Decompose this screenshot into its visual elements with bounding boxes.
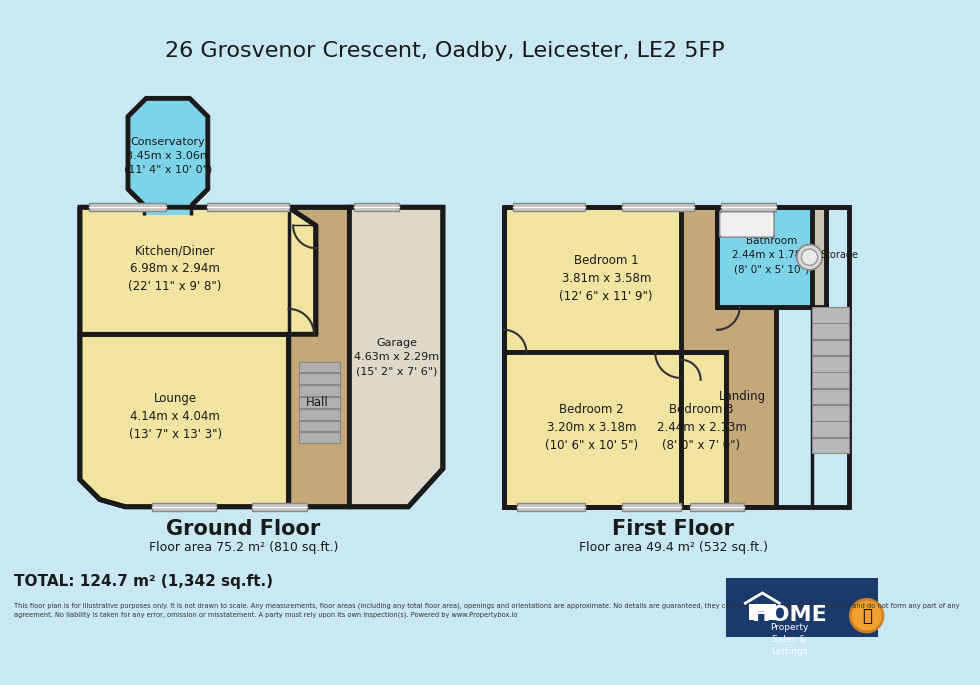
Bar xyxy=(812,208,826,307)
Text: Ground Floor: Ground Floor xyxy=(166,519,320,540)
Bar xyxy=(726,577,878,636)
Circle shape xyxy=(851,599,883,632)
Bar xyxy=(300,409,340,420)
Bar xyxy=(621,203,694,211)
Bar xyxy=(300,421,340,432)
Bar xyxy=(300,385,340,396)
Bar xyxy=(300,432,340,443)
Text: 26 Grosvenor Crescent, Oadby, Leicester, LE2 5FP: 26 Grosvenor Crescent, Oadby, Leicester,… xyxy=(165,41,724,61)
Bar xyxy=(153,503,216,511)
Polygon shape xyxy=(79,208,316,334)
Bar xyxy=(144,205,191,216)
Bar xyxy=(146,202,190,214)
Text: Garage
4.63m x 2.29m
(15' 2" x 7' 6"): Garage 4.63m x 2.29m (15' 2" x 7' 6") xyxy=(354,338,439,376)
Bar xyxy=(690,503,744,511)
Text: Bedroom 2
3.20m x 3.18m
(10' 6" x 10' 5"): Bedroom 2 3.20m x 3.18m (10' 6" x 10' 5"… xyxy=(545,403,638,452)
Bar xyxy=(717,208,826,307)
Text: HOME: HOME xyxy=(753,605,827,625)
Text: Landing: Landing xyxy=(718,390,766,403)
Text: First Floor: First Floor xyxy=(612,519,734,540)
Bar xyxy=(207,203,288,211)
Text: Storage: Storage xyxy=(820,251,858,260)
Circle shape xyxy=(802,249,817,265)
Polygon shape xyxy=(681,208,776,507)
Bar xyxy=(756,611,765,620)
Polygon shape xyxy=(288,208,350,507)
Text: TOTAL: 124.7 m² (1,342 sq.ft.): TOTAL: 124.7 m² (1,342 sq.ft.) xyxy=(14,574,272,589)
Bar xyxy=(504,353,681,507)
Text: Lounge
4.14m x 4.04m
(13' 7" x 13' 3"): Lounge 4.14m x 4.04m (13' 7" x 13' 3") xyxy=(128,392,221,440)
Bar xyxy=(812,323,849,339)
Bar xyxy=(354,203,399,211)
Bar xyxy=(812,438,849,453)
Bar xyxy=(517,503,585,511)
Bar xyxy=(812,373,849,388)
Bar xyxy=(621,503,681,511)
Text: 🔍: 🔍 xyxy=(861,607,871,625)
Text: Conservatory
3.45m x 3.06m
(11' 4" x 10' 0"): Conservatory 3.45m x 3.06m (11' 4" x 10'… xyxy=(123,136,212,175)
FancyBboxPatch shape xyxy=(719,212,774,237)
Polygon shape xyxy=(350,208,443,507)
Bar xyxy=(749,604,776,620)
Text: Bathroom
2.44m x 1.78m
(8' 0" x 5' 10"): Bathroom 2.44m x 1.78m (8' 0" x 5' 10") xyxy=(732,236,811,275)
Bar xyxy=(300,362,340,373)
Bar xyxy=(812,340,849,356)
Bar xyxy=(812,405,849,421)
Circle shape xyxy=(797,245,822,270)
Bar xyxy=(812,421,849,437)
Bar xyxy=(300,373,340,384)
Text: Floor area 75.2 m² (810 sq.ft.): Floor area 75.2 m² (810 sq.ft.) xyxy=(149,541,338,554)
Text: This floor plan is for illustrative purposes only. It is not drawn to scale. Any: This floor plan is for illustrative purp… xyxy=(14,603,959,618)
Bar xyxy=(812,389,849,404)
Text: Bedroom 1
3.81m x 3.58m
(12' 6" x 11' 9"): Bedroom 1 3.81m x 3.58m (12' 6" x 11' 9"… xyxy=(560,253,653,303)
Text: Property
Sales &
Lettings: Property Sales & Lettings xyxy=(770,623,808,656)
Bar xyxy=(300,397,340,408)
Text: Kitchen/Diner
6.98m x 2.94m
(22' 11" x 9' 8"): Kitchen/Diner 6.98m x 2.94m (22' 11" x 9… xyxy=(128,245,221,293)
Bar xyxy=(812,356,849,371)
Bar xyxy=(504,208,717,353)
Bar xyxy=(681,353,726,507)
Bar xyxy=(719,212,774,237)
Bar xyxy=(513,203,585,211)
Text: Floor area 49.4 m² (532 sq.ft.): Floor area 49.4 m² (532 sq.ft.) xyxy=(579,541,768,554)
Polygon shape xyxy=(128,99,208,208)
Bar xyxy=(252,503,307,511)
Bar xyxy=(812,307,849,323)
Text: Hall: Hall xyxy=(307,396,329,409)
Polygon shape xyxy=(79,334,288,507)
Text: Bedroom 3
2.44m x 2.13m
(8' 0" x 7' 0"): Bedroom 3 2.44m x 2.13m (8' 0" x 7' 0") xyxy=(657,403,747,452)
Bar xyxy=(721,203,776,211)
Bar xyxy=(89,203,166,211)
